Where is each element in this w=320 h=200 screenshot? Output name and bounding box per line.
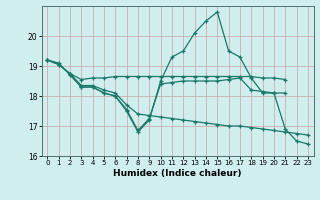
X-axis label: Humidex (Indice chaleur): Humidex (Indice chaleur) xyxy=(113,169,242,178)
